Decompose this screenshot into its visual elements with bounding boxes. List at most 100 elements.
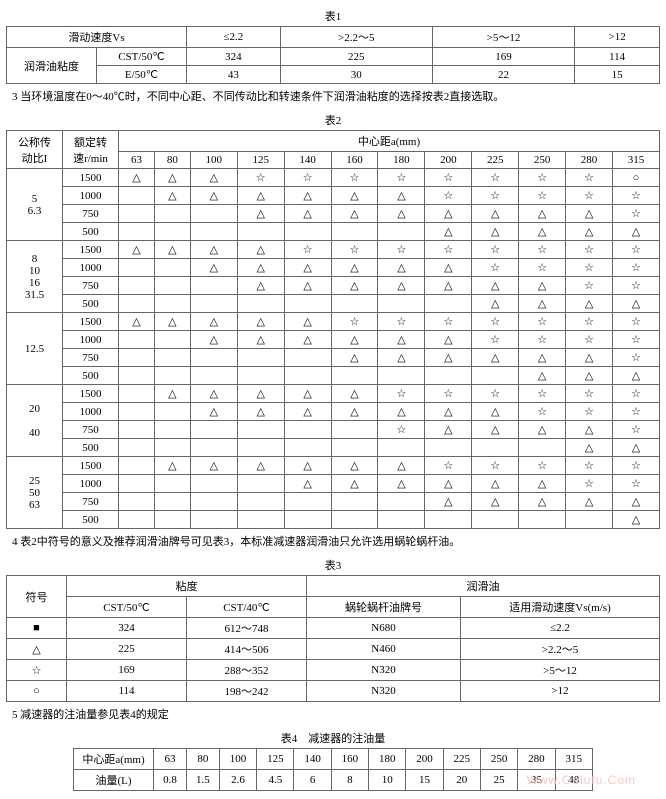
t2-speed: 500 bbox=[63, 223, 119, 241]
t2-cell: ☆ bbox=[519, 241, 566, 259]
t2-cell: △ bbox=[566, 205, 613, 223]
t2-cell bbox=[154, 277, 190, 295]
t2-cell: △ bbox=[190, 187, 237, 205]
t2-cell: △ bbox=[472, 295, 519, 313]
t2-cell bbox=[331, 493, 378, 511]
t2-cell: △ bbox=[154, 187, 190, 205]
t4-val: 8 bbox=[331, 770, 368, 791]
t2-cell: △ bbox=[237, 205, 284, 223]
t2-cell bbox=[237, 439, 284, 457]
t2-cell bbox=[190, 277, 237, 295]
t2-cell: △ bbox=[472, 223, 519, 241]
t2-ratio: 255063 bbox=[7, 457, 63, 529]
t3-sym-cell: ○ bbox=[7, 681, 67, 702]
t2-cell: △ bbox=[284, 475, 331, 493]
t2-cell: ☆ bbox=[472, 187, 519, 205]
t2-cell: △ bbox=[472, 475, 519, 493]
t2-cell bbox=[154, 367, 190, 385]
t4-val: 48 bbox=[555, 770, 592, 791]
cell: 225 bbox=[67, 639, 187, 660]
t4-col: 160 bbox=[331, 749, 368, 770]
t2-ratio: 12.5 bbox=[7, 313, 63, 385]
t2-cell: ☆ bbox=[378, 421, 425, 439]
t3-oil: 润滑油 bbox=[307, 576, 660, 597]
t4-val: 2.6 bbox=[219, 770, 256, 791]
t2-cell: ☆ bbox=[472, 457, 519, 475]
t2-cell: ☆ bbox=[472, 331, 519, 349]
t2-cell: △ bbox=[331, 457, 378, 475]
t2-cell: △ bbox=[519, 367, 566, 385]
t2-cell bbox=[190, 205, 237, 223]
t2-cell: △ bbox=[154, 457, 190, 475]
t2-cell bbox=[237, 475, 284, 493]
t2-col: 125 bbox=[237, 152, 284, 169]
t2-cell bbox=[119, 457, 155, 475]
t2-cell: △ bbox=[154, 385, 190, 403]
t2-cell: △ bbox=[237, 457, 284, 475]
t2-cell bbox=[154, 493, 190, 511]
t2-cell: ☆ bbox=[425, 187, 472, 205]
t2-cell bbox=[425, 439, 472, 457]
t2-cell bbox=[119, 259, 155, 277]
t2-cell bbox=[237, 349, 284, 367]
t2-cell: △ bbox=[284, 259, 331, 277]
t2-speed: 750 bbox=[63, 493, 119, 511]
t2-cell: ☆ bbox=[613, 457, 660, 475]
t2-cell bbox=[237, 295, 284, 313]
t2-cell bbox=[190, 439, 237, 457]
t2-speed: 1500 bbox=[63, 241, 119, 259]
t4-val: 6 bbox=[294, 770, 331, 791]
t2-cell bbox=[425, 367, 472, 385]
t2-cell bbox=[378, 493, 425, 511]
t4-col: 180 bbox=[369, 749, 406, 770]
t4-val: 15 bbox=[406, 770, 443, 791]
t3-c1: CST/50℃ bbox=[67, 597, 187, 618]
cell: 324 bbox=[67, 618, 187, 639]
t2-cell bbox=[154, 331, 190, 349]
t2-cell bbox=[284, 439, 331, 457]
t2-col: 63 bbox=[119, 152, 155, 169]
t2-cell: △ bbox=[425, 277, 472, 295]
t2-cell: △ bbox=[190, 457, 237, 475]
t2-cell: ☆ bbox=[613, 349, 660, 367]
t2-col: 200 bbox=[425, 152, 472, 169]
note1: 3 当环境温度在0～40℃时，不同中心距、不同传动比和转速条件下润滑油粘度的选择… bbox=[6, 86, 660, 110]
cell: 612～748 bbox=[187, 618, 307, 639]
t1-r1l: CST/50℃ bbox=[97, 48, 187, 66]
t2-cell: △ bbox=[378, 403, 425, 421]
t2-cell: △ bbox=[566, 295, 613, 313]
t2-cell: △ bbox=[331, 205, 378, 223]
t3-sym-cell: ■ bbox=[7, 618, 67, 639]
t2-cell bbox=[190, 511, 237, 529]
t2-cell: △ bbox=[284, 277, 331, 295]
t2-cell bbox=[119, 349, 155, 367]
t4-val: 25 bbox=[480, 770, 517, 791]
t2-cell: △ bbox=[190, 331, 237, 349]
t2-cell: ☆ bbox=[472, 385, 519, 403]
t2-cell bbox=[119, 403, 155, 421]
t2-cell: ☆ bbox=[613, 277, 660, 295]
t2-cell: ☆ bbox=[613, 205, 660, 223]
t2-cell bbox=[425, 511, 472, 529]
cell: 198～242 bbox=[187, 681, 307, 702]
t2-cell: △ bbox=[425, 403, 472, 421]
t2-cell: △ bbox=[237, 277, 284, 295]
table4-title: 表4 减速器的注油量 bbox=[6, 730, 660, 746]
t2-cell bbox=[519, 439, 566, 457]
t2-cell bbox=[237, 421, 284, 439]
t2-cell: △ bbox=[331, 331, 378, 349]
t4-a: 中心距a(mm) bbox=[74, 749, 154, 770]
t2-cell: △ bbox=[613, 295, 660, 313]
cell: 15 bbox=[575, 66, 660, 84]
t2-cell: △ bbox=[331, 403, 378, 421]
table2-title: 表2 bbox=[6, 112, 660, 128]
t2-cell: △ bbox=[472, 403, 519, 421]
t2-cell bbox=[190, 295, 237, 313]
t4-col: 280 bbox=[518, 749, 555, 770]
t2-speed-h: 额定转 速r/min bbox=[63, 131, 119, 169]
t2-cell bbox=[119, 277, 155, 295]
cell: 43 bbox=[187, 66, 281, 84]
t2-cell: ☆ bbox=[613, 241, 660, 259]
t2-cell bbox=[190, 475, 237, 493]
t2-speed: 1000 bbox=[63, 475, 119, 493]
